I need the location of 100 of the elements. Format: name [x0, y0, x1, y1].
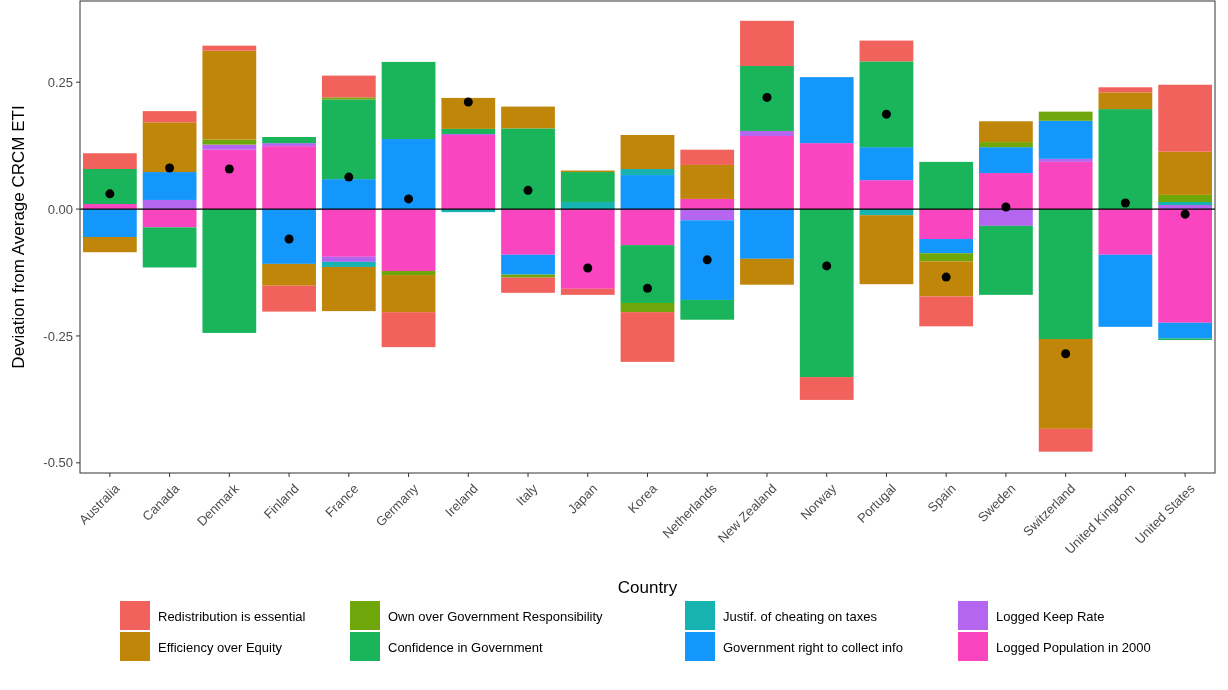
bar: [859, 180, 914, 210]
point: [224, 164, 234, 174]
bar: [1098, 87, 1153, 93]
bar: [142, 209, 197, 228]
bar: [919, 253, 974, 262]
bar: [441, 134, 496, 210]
bar: [1038, 339, 1093, 429]
point: [1120, 198, 1130, 208]
bar: [142, 122, 197, 173]
legend-label: Government right to collect info: [723, 639, 903, 655]
bar: [82, 153, 137, 169]
bar: [262, 143, 316, 147]
bar: [142, 111, 197, 123]
bar: [919, 161, 974, 210]
y-tick-label: 0.25: [47, 74, 73, 90]
bar: [680, 220, 735, 300]
point: [1001, 202, 1011, 212]
bar: [740, 130, 794, 136]
bar: [1158, 84, 1213, 152]
bar: [919, 209, 974, 240]
bar: [919, 261, 974, 297]
legend-label: Efficiency over Equity: [158, 639, 283, 655]
bar: [799, 143, 854, 210]
bar: [441, 97, 496, 129]
bar: [1158, 322, 1213, 339]
bar: [620, 168, 675, 176]
x-tick-label: Italy: [513, 480, 541, 509]
bar: [1098, 109, 1153, 210]
bar: [381, 139, 436, 210]
bar: [142, 172, 197, 200]
bar: [1158, 201, 1213, 206]
bar: [799, 209, 854, 378]
bar: [740, 20, 794, 66]
bar: [1038, 120, 1093, 159]
bar: [1038, 111, 1093, 121]
bar: [560, 288, 615, 295]
point: [344, 172, 354, 182]
bar: [560, 209, 615, 289]
bar: [501, 254, 555, 275]
bar: [321, 266, 376, 312]
bar: [82, 237, 137, 253]
point: [284, 234, 294, 244]
point: [463, 97, 473, 107]
bar: [740, 136, 794, 210]
point: [643, 283, 652, 293]
point: [523, 185, 533, 195]
y-tick-label: -0.25: [43, 328, 73, 344]
bar: [1158, 151, 1213, 195]
bar: [979, 121, 1033, 143]
bar: [262, 146, 316, 210]
bar: [82, 209, 137, 237]
bar: [501, 209, 555, 255]
y-axis-title: Deviation from Average CRCM ETI: [9, 105, 28, 369]
bar: [799, 377, 854, 400]
bar: [859, 147, 914, 181]
bar: [560, 172, 615, 202]
bar: [202, 45, 257, 51]
legend-label: Own over Government Responsibility: [388, 608, 604, 624]
legend-label: Justif. of cheating on taxes: [723, 608, 878, 624]
bar: [740, 258, 794, 285]
bar: [321, 99, 376, 180]
bar: [979, 209, 1033, 226]
bar: [501, 274, 555, 278]
bar: [620, 302, 675, 313]
point: [404, 194, 414, 204]
bar: [1158, 209, 1213, 323]
bar: [680, 164, 735, 199]
point: [583, 263, 593, 273]
bar: [321, 179, 376, 210]
bar: [1098, 209, 1153, 255]
bar: [381, 275, 436, 313]
point: [165, 163, 175, 173]
bar: [1038, 158, 1093, 162]
bar: [381, 312, 436, 348]
bar: [620, 312, 675, 362]
legend-label: Logged Population in 2000: [996, 639, 1151, 655]
bar: [859, 215, 914, 285]
bar: [202, 139, 257, 145]
bar: [620, 209, 675, 246]
bar: [441, 128, 496, 134]
bar: [740, 209, 794, 259]
bar: [680, 209, 735, 221]
bar: [620, 134, 675, 169]
bar: [620, 245, 675, 303]
bar: [919, 296, 974, 327]
point: [822, 261, 832, 271]
bar: [979, 225, 1033, 295]
bar: [202, 50, 257, 140]
bar: [501, 277, 555, 293]
bar: [1038, 209, 1093, 340]
bar: [202, 149, 257, 210]
bar: [1038, 161, 1093, 210]
bar: [1038, 428, 1093, 452]
bar: [501, 128, 555, 210]
point: [702, 255, 712, 265]
legend-label: Logged Keep Rate: [996, 608, 1105, 624]
point: [1180, 209, 1190, 219]
bar: [680, 149, 735, 165]
y-tick-label: -0.50: [43, 455, 73, 471]
point: [1061, 349, 1071, 359]
